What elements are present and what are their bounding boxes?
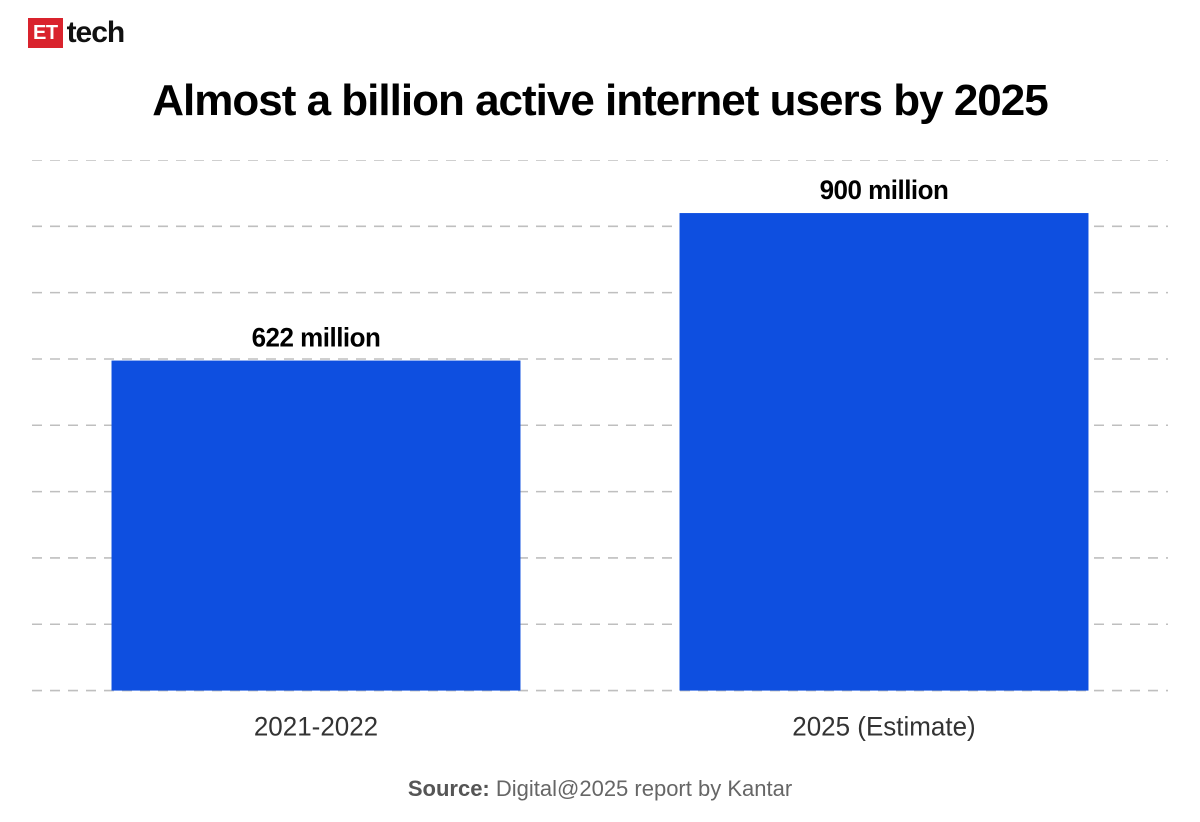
chart-plot-area: 622 million 2021-2022 900 million 2025 (Est… <box>32 160 1168 762</box>
bar <box>112 361 521 691</box>
x-axis-label: 2025 (Estimate) <box>792 711 975 741</box>
logo-text: tech <box>67 16 125 50</box>
source-label: Source: <box>408 776 490 801</box>
bar-value-label: 622 million <box>252 322 381 352</box>
chart-title: Almost a billion active internet users b… <box>28 76 1172 126</box>
x-axis-label: 2021-2022 <box>254 711 378 741</box>
chart-container: ET tech Almost a billion active internet… <box>0 0 1200 822</box>
bar <box>680 213 1089 691</box>
logo-badge: ET <box>28 18 63 48</box>
brand-logo: ET tech <box>28 16 1172 50</box>
source-text: Digital@2025 report by Kantar <box>490 776 792 801</box>
bar-chart-svg: 622 million 2021-2022 900 million 2025 (Est… <box>32 160 1168 762</box>
bar-value-label: 900 million <box>820 175 949 205</box>
source-line: Source: Digital@2025 report by Kantar <box>28 776 1172 802</box>
